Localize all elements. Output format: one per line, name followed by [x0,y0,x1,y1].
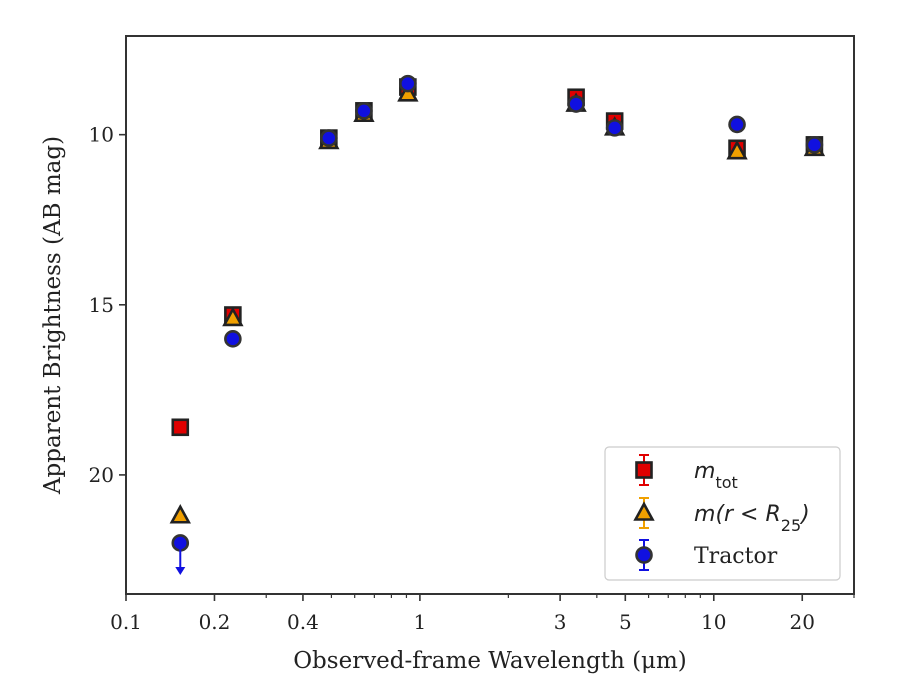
x-tick-label: 10 [701,610,726,634]
legend-items: mtot m(r < R25) Tractor [633,454,810,571]
tractor-point [728,115,746,134]
tractor-point [320,129,338,147]
y-axis-title: Apparent Brightness (AB mag) [40,136,66,495]
data-layer [169,74,826,575]
x-tick-label: 0.1 [110,610,142,634]
legend-mtot-marker [635,461,653,479]
x-tick-label: 20 [790,610,815,634]
x-tick-label: 5 [619,610,632,634]
x-tick-label: 3 [554,610,567,634]
legend-tractor-marker [635,546,653,564]
m-r25-point [397,82,419,102]
m-r25-point [169,504,191,524]
m-r25-point [222,306,244,327]
x-tick-label: 1 [414,610,427,634]
tractor-upper-limit-arrow [175,566,186,575]
tractor-point [224,330,242,348]
mtot-point [171,418,190,437]
m-r25-point [726,139,748,160]
tractor-point [355,102,373,120]
x-tick-label: 0.2 [199,610,231,634]
tractor-point [605,119,624,137]
legend-m-r25-label: m(r < R25) [694,502,810,535]
tractor-point [805,136,824,154]
y-tick-label: 10 [89,123,114,147]
legend-tractor-label: Tractor [694,544,778,569]
y-tick-label: 20 [89,463,114,487]
plot-frame [125,35,855,595]
tractor-point [567,95,585,113]
tractor-point [399,74,417,93]
ticks-layer: 0.1 0.2 0.4 1 3 5 10 20 10 15 20 [89,123,855,634]
x-axis-title: Observed-frame Wavelength (μm) [293,648,687,674]
legend-m-r25-marker [633,501,655,521]
legend-mtot-label: mtot [694,459,738,492]
x-tick-label: 0.4 [287,610,319,634]
y-tick-label: 15 [89,293,114,317]
legend: mtot m(r < R25) Tractor [604,446,841,581]
legend-box [604,446,841,581]
